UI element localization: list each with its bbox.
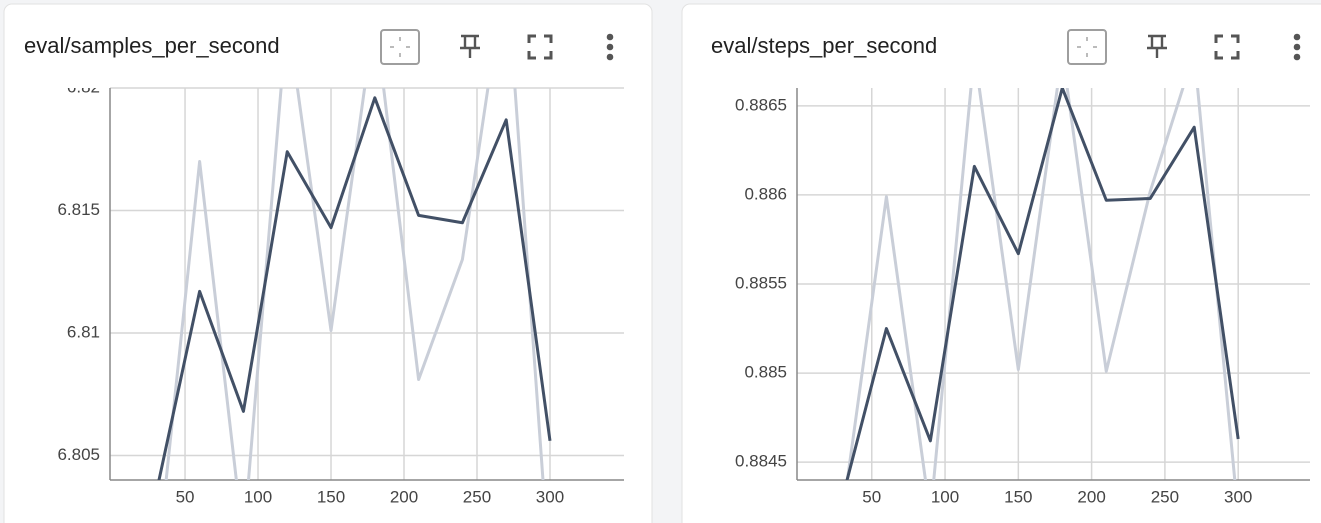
fit-domain-icon [390,37,410,57]
chart-title: eval/steps_per_second [711,33,937,58]
series-line [845,88,1237,480]
x-tick-label: 100 [244,487,272,506]
x-tick-label: 300 [536,487,564,506]
x-tick-label: 100 [931,487,959,506]
more-menu-dot[interactable] [1293,53,1301,61]
x-tick-label: 50 [176,487,195,506]
y-tick-label: 0.885 [744,363,787,382]
x-tick-label: 300 [1224,487,1252,506]
series-line [157,96,552,480]
more-menu-dot[interactable] [606,43,614,51]
pin-button[interactable] [1147,34,1167,58]
card-background [3,3,653,523]
chart-card: eval/samples_per_second 6.805 6.81 6.815 6.8… [3,3,653,523]
pin-button[interactable] [460,34,480,58]
x-tick-label: 200 [390,487,418,506]
y-tick-label: 6.805 [57,445,100,464]
more-menu-dot[interactable] [606,53,614,61]
y-tick-label: 0.8865 [735,95,787,114]
fit-domain-button[interactable] [380,29,420,65]
y-tick-label: 0.8855 [735,273,787,292]
x-tick-label: 50 [862,487,881,506]
x-tick-label: 250 [463,487,491,506]
y-tick-label: 6.815 [57,200,100,219]
card-background [681,3,1321,523]
more-menu-dot[interactable] [606,33,614,41]
x-tick-label: 250 [1151,487,1179,506]
x-tick-label: 150 [317,487,345,506]
x-tick-label: 150 [1004,487,1032,506]
series-line [845,88,1240,480]
x-tick-label: 200 [1077,487,1105,506]
chart-card: eval/steps_per_second 0.8845 0.885 0.8855 0.… [681,3,1321,523]
y-tick-label: 0.886 [744,184,787,203]
fullscreen-button[interactable] [1214,34,1240,60]
fit-domain-button[interactable] [1067,29,1107,65]
chart-title: eval/samples_per_second [24,33,280,58]
more-menu-dot[interactable] [1293,43,1301,51]
y-tick-label: 0.8845 [735,452,787,471]
y-tick-label: 6.82 [67,77,100,96]
fullscreen-button[interactable] [527,34,553,60]
more-menu-dot[interactable] [1293,33,1301,41]
y-tick-label: 6.81 [67,322,100,341]
fit-domain-icon [1077,37,1097,57]
